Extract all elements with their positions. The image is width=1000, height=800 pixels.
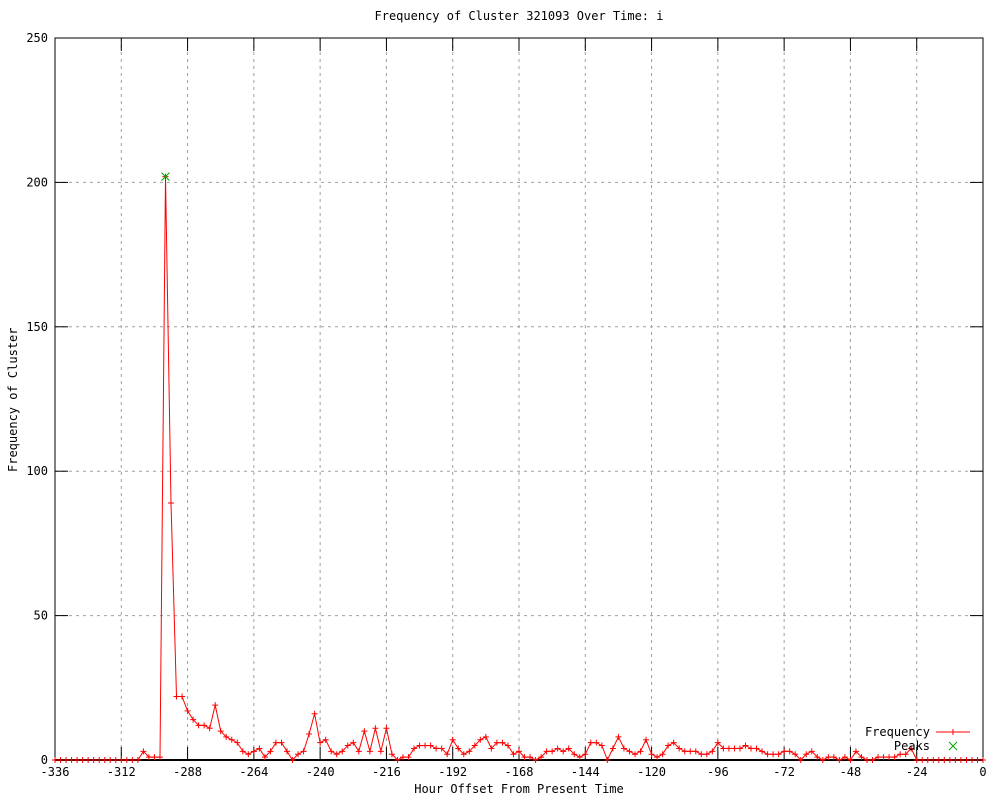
plot-border [54,37,984,761]
x-tick-label: -192 [438,765,467,779]
peaks-markers [161,172,170,181]
x-tick-label: -24 [906,765,928,779]
x-tick-label: -72 [773,765,795,779]
legend-frequency-marker-sample [950,729,956,735]
grid-lines [55,38,983,760]
x-tick-label: -312 [107,765,136,779]
legend-peaks-marker-sample [948,741,958,751]
x-tick-label: -144 [571,765,600,779]
x-tick-label: -48 [840,765,862,779]
x-tick-label: -240 [306,765,335,779]
x-tick-label: 0 [979,765,986,779]
border-rect [54,37,984,761]
legend-label-frequency: Frequency [865,725,930,739]
x-tick-label: -336 [41,765,70,779]
x-tick-label: -96 [707,765,729,779]
legend-label-peaks: Peaks [894,739,930,753]
legend: Frequency Peaks [865,725,970,753]
x-tick-label: -216 [372,765,401,779]
y-tick-label: 250 [26,31,48,45]
data-series [52,172,986,763]
chart-title: Frequency of Cluster 321093 Over Time: i [374,9,664,23]
x-tick-label: -120 [637,765,666,779]
y-tick-label: 100 [26,464,48,478]
x-tick-label: -288 [173,765,202,779]
x-tick-label: -264 [239,765,268,779]
y-tick-label: 0 [41,753,48,767]
y-tick-label: 200 [26,175,48,189]
y-axis-title: Frequency of Cluster [6,327,20,473]
frequency-markers [52,173,986,763]
tick-labels: -336 -312 -288 -264 -240 -216 -192 -168 -144 -120… [26,31,986,779]
y-tick-label: 150 [26,320,48,334]
x-axis-title: Hour Offset From Present Time [414,782,624,796]
axis-ticks [54,37,984,761]
x-tick-label: -168 [505,765,534,779]
y-tick-label: 50 [34,609,48,623]
